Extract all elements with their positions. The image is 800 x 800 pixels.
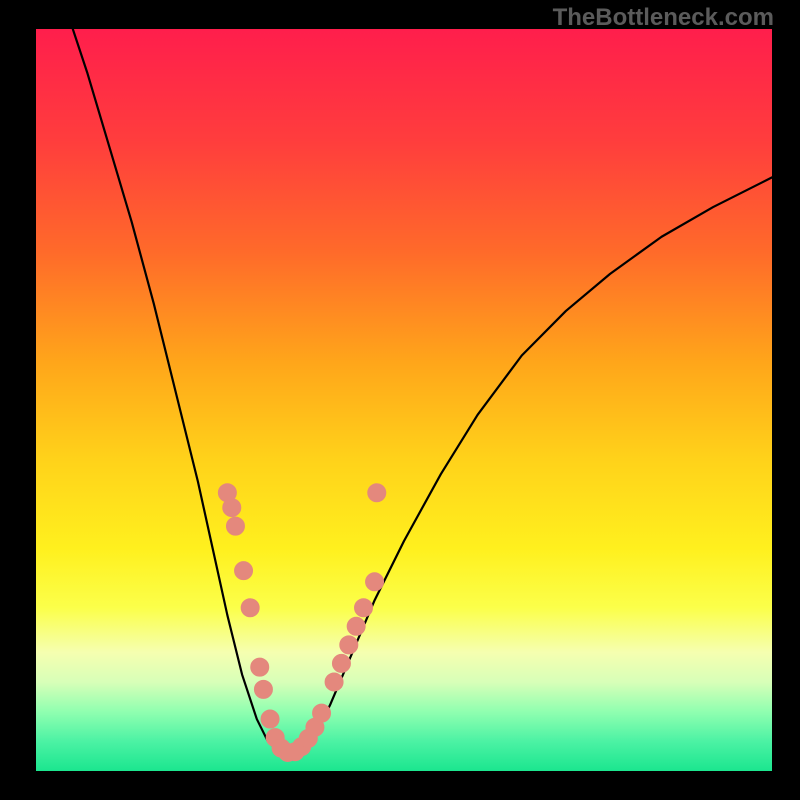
data-marker bbox=[355, 599, 373, 617]
data-marker bbox=[366, 573, 384, 591]
data-marker bbox=[325, 673, 343, 691]
watermark-text: TheBottleneck.com bbox=[553, 4, 774, 32]
data-marker bbox=[226, 517, 244, 535]
data-marker bbox=[251, 658, 269, 676]
data-marker bbox=[368, 484, 386, 502]
data-marker bbox=[347, 617, 365, 635]
chart-frame: TheBottleneck.com bbox=[0, 0, 800, 800]
plot-area bbox=[36, 29, 772, 771]
data-marker bbox=[223, 499, 241, 517]
data-marker bbox=[261, 710, 279, 728]
data-markers bbox=[218, 484, 385, 762]
data-marker bbox=[241, 599, 259, 617]
data-marker bbox=[235, 562, 253, 580]
data-marker bbox=[313, 704, 331, 722]
bottleneck-curve bbox=[73, 29, 772, 755]
data-marker bbox=[332, 654, 350, 672]
curve-layer bbox=[36, 29, 772, 771]
data-marker bbox=[254, 680, 272, 698]
data-marker bbox=[340, 636, 358, 654]
